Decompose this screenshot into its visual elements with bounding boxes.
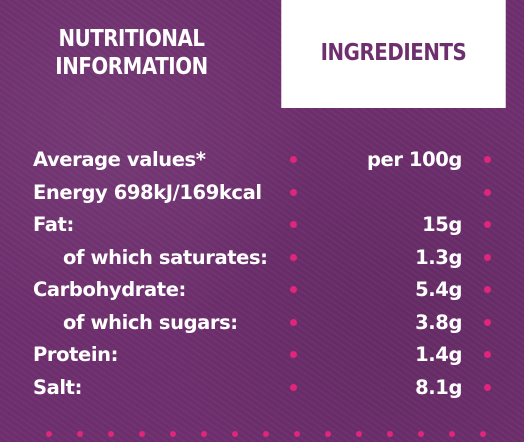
separator-dot: [290, 188, 297, 196]
separator-dot: [77, 431, 83, 437]
table-row-saturates: of which saturates: 1.3g: [33, 242, 491, 275]
tab-ingredients[interactable]: INGREDIENTS: [281, 0, 506, 108]
separator-dot: [484, 318, 491, 326]
separator-dot: [290, 286, 297, 293]
row-value: 1.4g: [415, 343, 462, 366]
header-value: per 100g: [366, 148, 462, 171]
separator-dot: [290, 351, 297, 358]
separator-dot: [170, 431, 176, 437]
separator-dot: [484, 253, 491, 261]
table-row-carbohydrate: Carbohydrate: 5.4g: [33, 274, 491, 307]
table-row-energy: Energy 698kJ/169kcal: [33, 177, 491, 210]
bottom-dotted-line: [0, 431, 524, 441]
row-value: 8.1g: [415, 375, 462, 399]
row-label: Salt:: [33, 375, 83, 399]
separator-dot: [290, 253, 297, 261]
separator-dot: [232, 431, 238, 437]
separator-dot: [484, 286, 491, 293]
separator-dot: [290, 156, 297, 163]
separator-dot: [480, 431, 486, 437]
table-row-protein: Protein: 1.4g: [33, 339, 491, 372]
row-value: 5.4g: [415, 278, 462, 301]
separator-dot: [46, 431, 52, 437]
row-label: of which saturates:: [63, 245, 268, 269]
separator-dot: [139, 431, 145, 437]
separator-dot: [356, 431, 362, 437]
separator-dot: [290, 221, 297, 228]
separator-dot: [484, 221, 491, 228]
nutrition-table: Average values* per 100g Energy 698kJ/16…: [33, 144, 491, 405]
row-label: of which sugars:: [63, 310, 238, 334]
tab-nutritional-label: NUTRITIONAL INFORMATION: [55, 26, 208, 80]
row-value: 1.3g: [415, 245, 462, 269]
row-value: 15g: [422, 213, 462, 236]
separator-dot: [290, 318, 297, 326]
row-label: Energy 698kJ/169kcal: [33, 180, 262, 204]
row-value: 3.8g: [415, 310, 462, 334]
row-label: Carbohydrate:: [33, 278, 186, 301]
table-row-sugars: of which sugars: 3.8g: [33, 307, 491, 340]
separator-dot: [201, 431, 207, 437]
separator-dot: [108, 431, 114, 437]
separator-dot: [449, 431, 455, 437]
separator-dot: [418, 431, 424, 437]
separator-dot: [325, 431, 331, 437]
separator-dot: [484, 156, 491, 163]
table-row-fat: Fat: 15g: [33, 209, 491, 242]
header-label: Average values*: [33, 148, 206, 171]
separator-dot: [294, 431, 300, 437]
row-label: Fat:: [33, 213, 74, 236]
separator-dot: [484, 383, 491, 391]
separator-dot: [290, 383, 297, 391]
separator-dot: [263, 431, 269, 437]
separator-dot: [387, 431, 393, 437]
table-row-salt: Salt: 8.1g: [33, 372, 491, 405]
separator-dot: [484, 351, 491, 358]
tab-ingredients-label: INGREDIENTS: [320, 40, 467, 67]
table-header-row: Average values* per 100g: [33, 144, 491, 177]
row-label: Protein:: [33, 343, 119, 366]
tab-nutritional-information[interactable]: NUTRITIONAL INFORMATION: [18, 0, 244, 108]
separator-dot: [484, 188, 491, 196]
